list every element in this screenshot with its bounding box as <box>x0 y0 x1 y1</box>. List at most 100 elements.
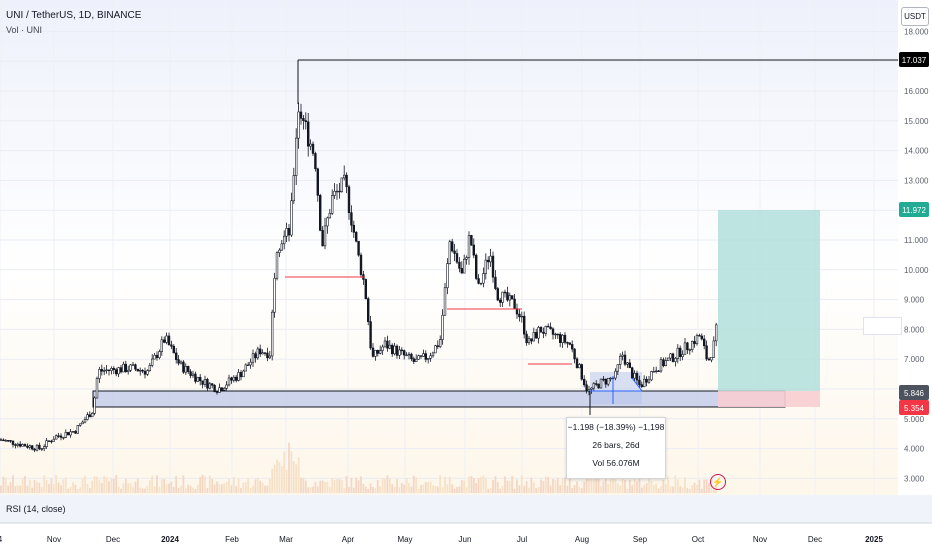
candle-body <box>527 338 531 344</box>
volume-bar <box>124 478 127 493</box>
symbol-title[interactable]: UNI / TetherUS, 1D, BINANCE <box>6 10 142 21</box>
volume-bar <box>69 486 72 493</box>
candle-body <box>11 440 15 445</box>
price-badge <box>899 52 929 67</box>
time-axis[interactable]: 4 Nov Dec 2024 Feb Mar Apr May Jun Jul Aug Sep Oct No… <box>0 535 883 544</box>
volume-bar <box>552 479 554 493</box>
candle-body <box>669 353 672 359</box>
candle-body <box>590 387 593 390</box>
volume-bar <box>619 485 622 493</box>
candle-body <box>71 431 75 433</box>
volume-bar <box>230 485 233 493</box>
candle-body <box>342 174 346 179</box>
candle-body <box>640 384 644 388</box>
candle-body <box>652 371 656 373</box>
candle-body <box>297 111 300 139</box>
candle-body <box>62 437 65 439</box>
volume-bar <box>384 478 386 493</box>
volume-bar <box>148 480 151 493</box>
volume-bar <box>405 478 408 493</box>
candle-body <box>429 355 432 359</box>
volume-bar <box>103 476 106 493</box>
volume-bar <box>564 477 566 493</box>
time-tick-label: Nov <box>753 535 767 544</box>
volume-bar <box>321 480 324 493</box>
candle-body <box>414 358 418 362</box>
volume-bar <box>506 480 509 493</box>
candle-body <box>232 376 235 381</box>
volume-bar <box>595 471 598 493</box>
candle-body <box>227 377 231 386</box>
candle-body <box>470 235 473 246</box>
candle-body <box>311 143 315 154</box>
volume-bar <box>607 483 610 493</box>
time-tick-label: Oct <box>692 535 705 544</box>
candle-body <box>486 259 490 263</box>
volume-bar <box>16 485 19 493</box>
volume-bar <box>2 476 5 493</box>
chart-legend: UNI / TetherUS, 1D, BINANCE Vol · UNI <box>6 9 141 37</box>
candle-body <box>280 243 283 251</box>
candle-body <box>105 369 108 371</box>
candle-body <box>225 384 228 389</box>
drawing-lines[interactable] <box>285 59 898 415</box>
candle-body <box>707 358 711 361</box>
volume-bar <box>96 476 98 493</box>
rsi-label[interactable]: RSI (14, close) <box>6 504 66 514</box>
candle-body <box>237 372 240 381</box>
candle-body <box>472 244 475 256</box>
volume-bar <box>132 486 134 493</box>
time-tick-label: 2024 <box>161 535 179 544</box>
volume-bar <box>79 487 82 493</box>
support-zone <box>92 390 786 408</box>
candle-body <box>578 364 581 369</box>
volume-bar <box>336 478 338 493</box>
volume-bar <box>408 483 410 493</box>
candle-body <box>700 335 704 340</box>
candle-body <box>462 258 466 274</box>
volume-bar <box>676 479 679 493</box>
volume-bar <box>292 461 295 493</box>
candle-body <box>551 328 555 335</box>
candle-body <box>525 333 528 344</box>
volume-bar <box>309 486 312 493</box>
volume-bar <box>501 486 504 493</box>
price-axis[interactable]: 18.00017.00016.00015.00014.00013.00012.0… <box>899 27 929 483</box>
volume-bar <box>232 476 235 493</box>
candle-body <box>674 358 677 362</box>
volume-bar <box>633 478 636 493</box>
volume-bar <box>31 487 34 493</box>
volume-bar <box>144 488 146 493</box>
candle-body <box>208 383 211 389</box>
candle-body <box>369 321 372 349</box>
candle-body <box>167 335 171 346</box>
volume-label[interactable]: Vol · UNI <box>6 25 43 35</box>
candle-body <box>199 376 202 382</box>
volume-bar <box>314 482 317 493</box>
volume-bar <box>273 464 276 493</box>
volume-bar <box>297 457 300 493</box>
volume-bar <box>165 484 168 493</box>
volume-bar <box>643 484 646 493</box>
lightning-icon[interactable]: ⚡ <box>710 474 726 490</box>
candle-body <box>239 372 243 378</box>
candle-body <box>143 370 147 375</box>
price-badge <box>899 202 929 217</box>
candle-body <box>532 332 536 342</box>
candle-body <box>33 448 36 451</box>
price-tick-label: 16.000 <box>904 87 929 96</box>
candle-body <box>30 445 34 450</box>
volume-bar <box>122 483 125 493</box>
volume-bar <box>367 488 370 493</box>
volume-bar <box>55 475 58 493</box>
measure-change: −1.198 (−18.39%) −1,198 <box>567 422 665 432</box>
candle-body <box>460 268 463 274</box>
time-tick-label: Jun <box>459 535 472 544</box>
currency-button[interactable]: USDT <box>901 7 929 26</box>
volume-bar <box>177 487 180 493</box>
volume-bar <box>448 476 451 493</box>
volume-bar <box>688 488 691 493</box>
volume-bar <box>412 475 415 493</box>
candle-body <box>64 432 68 438</box>
